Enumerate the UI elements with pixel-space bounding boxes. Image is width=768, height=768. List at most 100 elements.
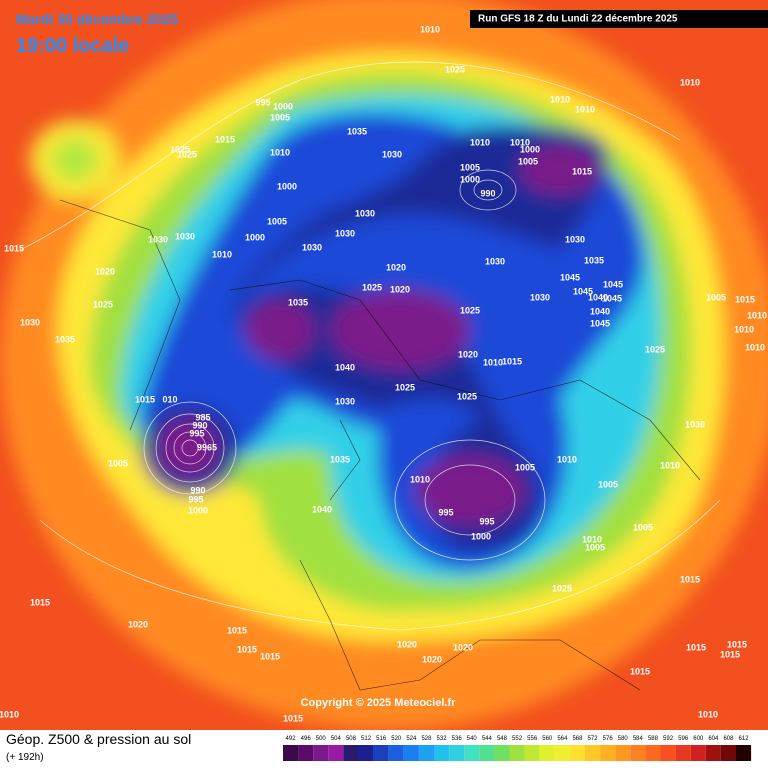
legend-swatch [373, 745, 389, 761]
pressure-label: 1025 [445, 64, 465, 74]
pressure-label: 1015 [30, 597, 50, 607]
pressure-label: 1000 [277, 181, 297, 191]
pressure-label: 1015 [260, 651, 280, 661]
legend-swatch [464, 745, 480, 761]
pressure-label: 1000 [460, 174, 480, 184]
coastlines [59, 199, 701, 691]
pressure-label: 1030 [302, 242, 322, 252]
pressure-label: 1010 [582, 534, 602, 544]
pressure-label: 1005 [518, 156, 538, 166]
date: Mardi 30 décembre 2025 [16, 11, 178, 27]
pressure-label: 1005 [460, 162, 480, 172]
pressure-label: 1010 [212, 249, 232, 259]
pressure-label: 1005 [267, 216, 287, 226]
pressure-label: 1045 [603, 279, 623, 289]
pressure-label: 995 [189, 428, 204, 438]
legend-tick: 528 [421, 736, 432, 742]
legend-tick: 496 [301, 736, 312, 742]
pressure-label: 1015 [720, 649, 740, 659]
pressure-label: 1015 [735, 294, 755, 304]
pressure-label: 1015 [727, 639, 747, 649]
pressure-label: 1010 [575, 104, 595, 114]
isobars [19, 61, 721, 631]
pressure-label: 1045 [602, 293, 622, 303]
legend-tick: 564 [557, 736, 568, 742]
legend-tick: 596 [678, 736, 689, 742]
pressure-label: 1040 [335, 362, 355, 372]
legend-tick: 512 [361, 736, 372, 742]
legend-swatch [343, 745, 359, 761]
time: 19:00 locale [16, 35, 129, 57]
legend-tick: 500 [316, 736, 327, 742]
pressure-label: 1010 [680, 77, 700, 87]
pressure-label: 1025 [645, 344, 665, 354]
legend-tick: 576 [603, 736, 614, 742]
pressure-label: 1030 [382, 149, 402, 159]
height-field [0, 0, 768, 730]
pressure-label: 010 [162, 394, 177, 404]
pressure-label: 1025 [362, 282, 382, 292]
pressure-label: 1020 [390, 284, 410, 294]
footer-lead: (+ 192h) [6, 752, 44, 763]
legend-tick: 532 [437, 736, 448, 742]
legend-swatch [298, 745, 314, 761]
pressure-label: 1015 [680, 574, 700, 584]
pressure-label: 1035 [55, 334, 75, 344]
pressure-label: 1035 [330, 454, 350, 464]
pressure-label: 1045 [573, 286, 593, 296]
pressure-label: 1030 [175, 231, 195, 241]
pressure-label: 1035 [584, 255, 604, 265]
pressure-label: 1010 [747, 310, 767, 320]
legend-swatch [388, 745, 404, 761]
pressure-label: 1015 [572, 166, 592, 176]
legend-swatch [358, 745, 374, 761]
pressure-label: 995 [255, 97, 270, 107]
run-info: Run GFS 18 Z du Lundi 22 décembre 2025 [478, 14, 678, 25]
pressure-label: 1010 [557, 454, 577, 464]
pressure-label: 1015 [227, 625, 247, 635]
pressure-label: 990 [480, 188, 495, 198]
pressure-label: 1025 [170, 144, 190, 154]
pressure-label: 1010 [0, 709, 19, 719]
pressure-label: 1030 [485, 256, 505, 266]
legend-swatch [449, 745, 465, 761]
pressure-label: 1020 [95, 266, 115, 276]
color-legend: 492 496 500 504 508 512 516 520 524 528 532 536 540 5… [283, 736, 752, 761]
legend-swatch [418, 745, 434, 761]
pressure-label: 1030 [148, 234, 168, 244]
legend-swatch [479, 745, 495, 761]
pressure-label: 1015 [135, 394, 155, 404]
legend-tick: 544 [482, 736, 493, 742]
pressure-label: 1005 [633, 522, 653, 532]
pressure-label: 1030 [565, 234, 585, 244]
pressure-label: 1010 [420, 24, 440, 34]
pressure-label: 1030 [685, 419, 705, 429]
pressure-label: 1015 [630, 666, 650, 676]
pressure-label: 1000 [188, 505, 208, 515]
pressure-label: 1010 [470, 137, 490, 147]
legend-tick: 572 [588, 736, 599, 742]
legend-tick: 524 [406, 736, 417, 742]
pressure-label: 995 [479, 516, 494, 526]
pressure-label: 1005 [108, 458, 128, 468]
legend-tick: 548 [497, 736, 508, 742]
legend-tick: 592 [663, 736, 674, 742]
pressure-label: 9965 [197, 442, 217, 452]
pressure-label: 1025 [395, 382, 415, 392]
legend-swatch [736, 745, 752, 761]
pressure-label: 985 [195, 412, 210, 422]
legend-swatch [675, 745, 691, 761]
pressure-label: 1045 [590, 318, 610, 328]
pressure-label: 995 [188, 494, 203, 504]
pressure-label: 1000 [471, 531, 491, 541]
legend-tick: 600 [693, 736, 704, 742]
pressure-label: 1010 [745, 342, 765, 352]
pressure-label: 1010 [734, 324, 754, 334]
pressure-label: 1025 [552, 583, 572, 593]
pressure-label: 995 [438, 507, 453, 517]
pressure-label: 1025 [457, 391, 477, 401]
legend-tick: 568 [572, 736, 583, 742]
pressure-label: 1030 [530, 292, 550, 302]
pressure-label: 1040 [312, 504, 332, 514]
